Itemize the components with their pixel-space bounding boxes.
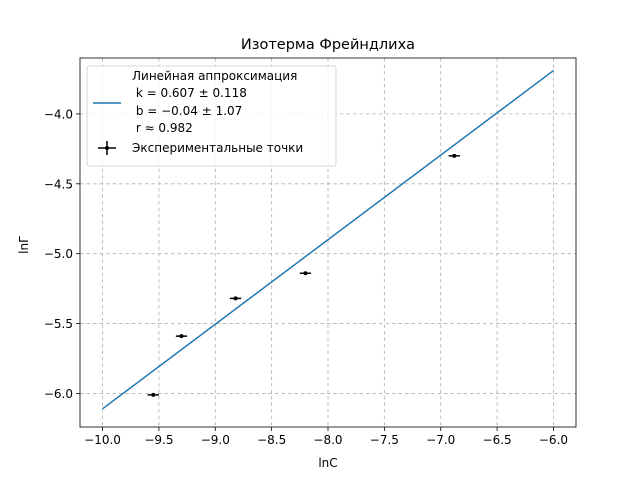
x-axis-label: lnC	[318, 456, 337, 470]
legend-points-label: Экспериментальные точки	[132, 141, 303, 155]
x-tick-label: −10.0	[84, 433, 121, 447]
y-tick-label: −4.5	[44, 177, 73, 191]
x-tick-label: −6.0	[539, 433, 568, 447]
point-marker	[452, 153, 457, 158]
legend-line-label-3: b = −0.04 ± 1.07	[132, 104, 242, 118]
point-marker	[179, 334, 184, 339]
y-tick-label: −4.0	[44, 107, 73, 121]
data-point	[299, 271, 312, 276]
x-tick-label: −7.5	[370, 433, 399, 447]
fit-line-series	[102, 69, 554, 410]
point-marker	[233, 296, 238, 301]
x-tick-label: −7.0	[426, 433, 455, 447]
legend-line-label-1: Линейная аппроксимация	[132, 69, 297, 83]
data-point	[448, 153, 460, 158]
x-tick-label: −8.5	[257, 433, 286, 447]
data-point	[229, 296, 242, 301]
legend-point-marker	[105, 146, 109, 150]
x-tick-label: −8.0	[313, 433, 342, 447]
legend-line-label-4: r ≈ 0.982	[132, 121, 193, 135]
legend: Линейная аппроксимация k = 0.607 ± 0.118…	[86, 65, 337, 167]
y-tick-label: −5.0	[44, 247, 73, 261]
legend-box	[86, 65, 337, 167]
data-point	[147, 392, 159, 397]
y-axis-label: lnΓ	[17, 236, 31, 254]
x-tick-label: −6.5	[483, 433, 512, 447]
fit-line	[102, 69, 554, 410]
point-marker	[303, 271, 308, 276]
x-tick-label: −9.5	[144, 433, 173, 447]
chart-title: Изотерма Фрейндлиха	[241, 37, 415, 53]
y-tick-label: −5.5	[44, 317, 73, 331]
point-marker	[151, 392, 156, 397]
data-points-series	[147, 153, 460, 397]
x-tick-label: −9.0	[201, 433, 230, 447]
legend-line-label-2: k = 0.607 ± 0.118	[132, 86, 247, 100]
data-point	[175, 334, 188, 339]
x-axis-ticks: −10.0 −9.5 −9.0 −8.5 −8.0 −7.5 −7.0 −6.5 −6.0	[84, 427, 568, 447]
y-tick-label: −6.0	[44, 387, 73, 401]
y-axis-ticks: −6.0 −5.5 −5.0 −4.5 −4.0	[44, 107, 80, 401]
